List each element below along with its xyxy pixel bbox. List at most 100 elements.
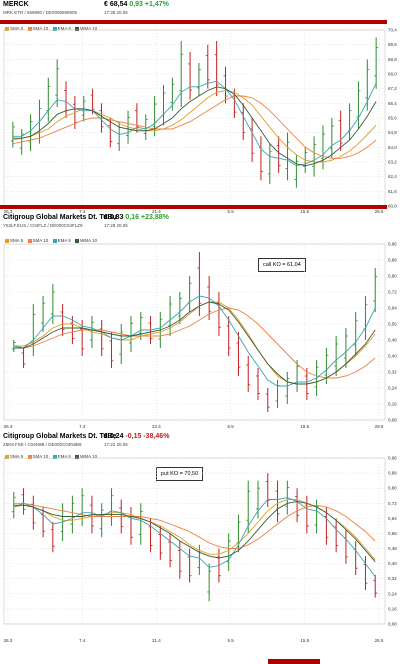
x-tick-label: 22.4 xyxy=(152,424,161,429)
legend-label-wma10: WMA 10 xyxy=(80,238,98,243)
x-tick-label: 7.4 xyxy=(79,424,86,429)
plot-frame xyxy=(3,457,386,625)
legend-swatch-sma5 xyxy=(5,238,9,243)
y-tick-label: 0,32 xyxy=(388,576,397,581)
y-tick-label: 0,64 xyxy=(388,516,397,521)
merck-top-red-bar xyxy=(0,20,387,24)
y-tick-label: 0,56 xyxy=(388,531,397,536)
legend-label-ema5: EMA 5 xyxy=(57,454,71,459)
series-line-sma10 xyxy=(12,95,377,159)
merck-change-pct: +1,47% xyxy=(144,1,169,8)
legend-label-wma10: WMA 10 xyxy=(80,26,98,31)
y-tick-label: 0,88 xyxy=(388,471,397,476)
y-tick-label: 69,6 xyxy=(388,42,397,47)
merck-change: 0,93 xyxy=(129,1,143,8)
legend-swatch-ema5 xyxy=(52,238,57,243)
y-tick-label: 0,08 xyxy=(388,418,397,423)
legend-label-sma10: SMA 10 xyxy=(32,454,49,459)
y-tick-label: 0,96 xyxy=(388,242,397,247)
x-tick-label: 26.3 xyxy=(4,424,13,429)
merck-timestamp: 17:35 20.05 xyxy=(104,10,128,15)
y-tick-label: 0,40 xyxy=(388,561,397,566)
y-tick-label: 0,24 xyxy=(388,591,397,596)
citi-tube-legend: SMA 5 SMA 10 EMA 5 WMA 10 xyxy=(2,454,97,459)
y-tick-label: 0,64 xyxy=(388,306,397,311)
y-tick-label: 63,2 xyxy=(388,160,397,165)
merck-chart: 60,8 61,6 62,4 63,2 64,0 64,8 65,6 66,4 67,2 68,0… xyxy=(4,28,398,215)
legend-swatch-wma10 xyxy=(75,238,80,243)
y-tick-label: 0,48 xyxy=(388,338,397,343)
x-tick-label: 26.5 xyxy=(375,638,384,643)
y-tick-label: 0,24 xyxy=(388,386,397,391)
x-tick-label: 15.5 xyxy=(300,638,309,643)
series-line-ema5 xyxy=(13,497,376,578)
legend-label-sma10: SMA 10 xyxy=(32,238,49,243)
x-tick-label: 21.4 xyxy=(152,638,161,643)
legend-label-sma5: SMA 5 xyxy=(10,454,24,459)
citi-tube-timestamp: 17:22 20.05 xyxy=(104,442,128,447)
citi-tubu-identifier: Y53LF.EUS / C04FLZ / DE000C04FLZ9 xyxy=(3,223,83,228)
merck-price: € 68,54 xyxy=(104,1,128,8)
series-line-sma5 xyxy=(13,499,376,561)
x-tick-label: 7.4 xyxy=(79,638,86,643)
y-tick-label: 70,4 xyxy=(388,28,397,33)
series-line-sma10 xyxy=(13,307,376,379)
legend-label-ema5: EMA 5 xyxy=(57,26,71,31)
merck-identifier: MRK.ETR / 659990 / DE0006599905 xyxy=(3,10,78,15)
y-tick-label: 0,80 xyxy=(388,486,397,491)
y-tick-label: 64,8 xyxy=(388,130,397,135)
x-tick-label: 5.5 xyxy=(227,209,234,214)
y-tick-label: 0,16 xyxy=(388,606,397,611)
legend-label-ema5: EMA 5 xyxy=(57,238,71,243)
y-tick-label: 66,4 xyxy=(388,101,397,106)
legend-label-sma10: SMA 10 xyxy=(32,26,49,31)
legend-swatch-sma5 xyxy=(5,26,9,31)
citi-tube-change: -0,15 xyxy=(125,433,142,440)
series-line-sma5 xyxy=(12,90,377,163)
x-tick-label: 15.5 xyxy=(300,209,309,214)
y-tick-label: 0,32 xyxy=(388,370,397,375)
citi-tube-price: € 0,24 xyxy=(104,433,124,440)
y-tick-label: 61,6 xyxy=(388,189,397,194)
legend-swatch-ema5 xyxy=(52,454,57,459)
citi-tube-ko-box: put KO = 70,50 xyxy=(156,467,204,481)
citi-tubu-timestamp: 17:28 20.05 xyxy=(104,223,128,228)
y-tick-label: 0,80 xyxy=(388,274,397,279)
x-tick-label: 6.5 xyxy=(227,424,234,429)
series-line-ema5 xyxy=(12,80,377,167)
citi-tube-identifier: Z6K8.FSE / C04N9B / DE000C04N9B9 xyxy=(3,442,82,447)
x-tick-label: 26.3 xyxy=(4,209,13,214)
y-tick-label: 65,6 xyxy=(388,116,397,121)
citi-tubu-change: 0,16 xyxy=(125,214,140,221)
series-line-ema5 xyxy=(13,295,376,387)
citi-tubu-header: Citigroup Global Markets Dt. TuBu Y53LF.… xyxy=(0,213,400,233)
merck-bottom-red-bar xyxy=(0,205,387,209)
merck-header: MERCK MRK.ETR / 659990 / DE0006599905 € … xyxy=(0,0,400,20)
citi-tube-change-pct: -38,46% xyxy=(143,433,170,440)
y-tick-label: 0,40 xyxy=(388,354,397,359)
plot-frame xyxy=(3,243,386,421)
bottom-red-mark xyxy=(268,659,320,664)
legend-swatch-wma10 xyxy=(75,454,80,459)
y-tick-label: 68,0 xyxy=(388,72,397,77)
citi-tubu-chart: 0,08 0,16 0,24 0,32 0,40 0,48 0,56 0,64 0,72 0,80… xyxy=(3,242,398,430)
x-tick-label: 5.5 xyxy=(227,638,234,643)
series-line-wma10 xyxy=(13,500,376,563)
y-tick-label: 60,8 xyxy=(388,204,397,209)
citi-tube-quote: € 0,24 -0,15 -38,46% xyxy=(104,433,169,440)
y-tick-label: 64,0 xyxy=(388,145,397,150)
x-tick-label: 26.3 xyxy=(4,638,13,643)
merck-legend: SMA 5 SMA 10 EMA 5 WMA 10 xyxy=(2,26,97,31)
y-tick-label: 0,72 xyxy=(388,290,397,295)
series-line-wma10 xyxy=(12,86,377,167)
x-tick-label: 29.5 xyxy=(375,424,384,429)
series-line-wma10 xyxy=(13,301,376,385)
series-line-sma5 xyxy=(13,301,376,385)
legend-label-wma10: WMA 10 xyxy=(80,454,98,459)
citi-tubu-legend: SMA 5 SMA 10 EMA 5 WMA 10 xyxy=(2,238,97,243)
x-tick-label: 21.4 xyxy=(152,209,161,214)
citi-tube-chart: 0,08 0,16 0,24 0,32 0,40 0,48 0,56 0,64 0,72 0,80… xyxy=(3,456,398,644)
x-tick-label: 28.5 xyxy=(375,209,384,214)
y-tick-label: 0,56 xyxy=(388,322,397,327)
merck-quote: € 68,54 0,93 +1,47% xyxy=(104,1,169,8)
